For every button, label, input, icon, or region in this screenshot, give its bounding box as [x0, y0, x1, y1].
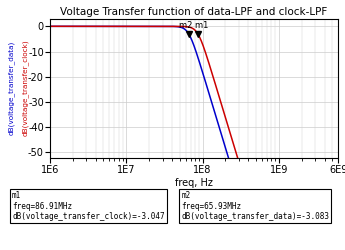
Title: Voltage Transfer function of data-LPF and clock-LPF: Voltage Transfer function of data-LPF an…: [60, 6, 328, 16]
X-axis label: freq, Hz: freq, Hz: [175, 178, 213, 188]
Text: m2
freq=65.93MHz
dB(voltage_transfer_data)=-3.083: m2 freq=65.93MHz dB(voltage_transfer_dat…: [181, 191, 329, 221]
Text: m2 m1: m2 m1: [179, 21, 208, 30]
Text: dB(voltage_transfer_data): dB(voltage_transfer_data): [8, 41, 14, 135]
Text: dB(voltage_transfer_clock): dB(voltage_transfer_clock): [22, 40, 29, 136]
Text: m1
freq=86.91MHz
dB(voltage_transfer_clock)=-3.047: m1 freq=86.91MHz dB(voltage_transfer_clo…: [12, 191, 165, 221]
